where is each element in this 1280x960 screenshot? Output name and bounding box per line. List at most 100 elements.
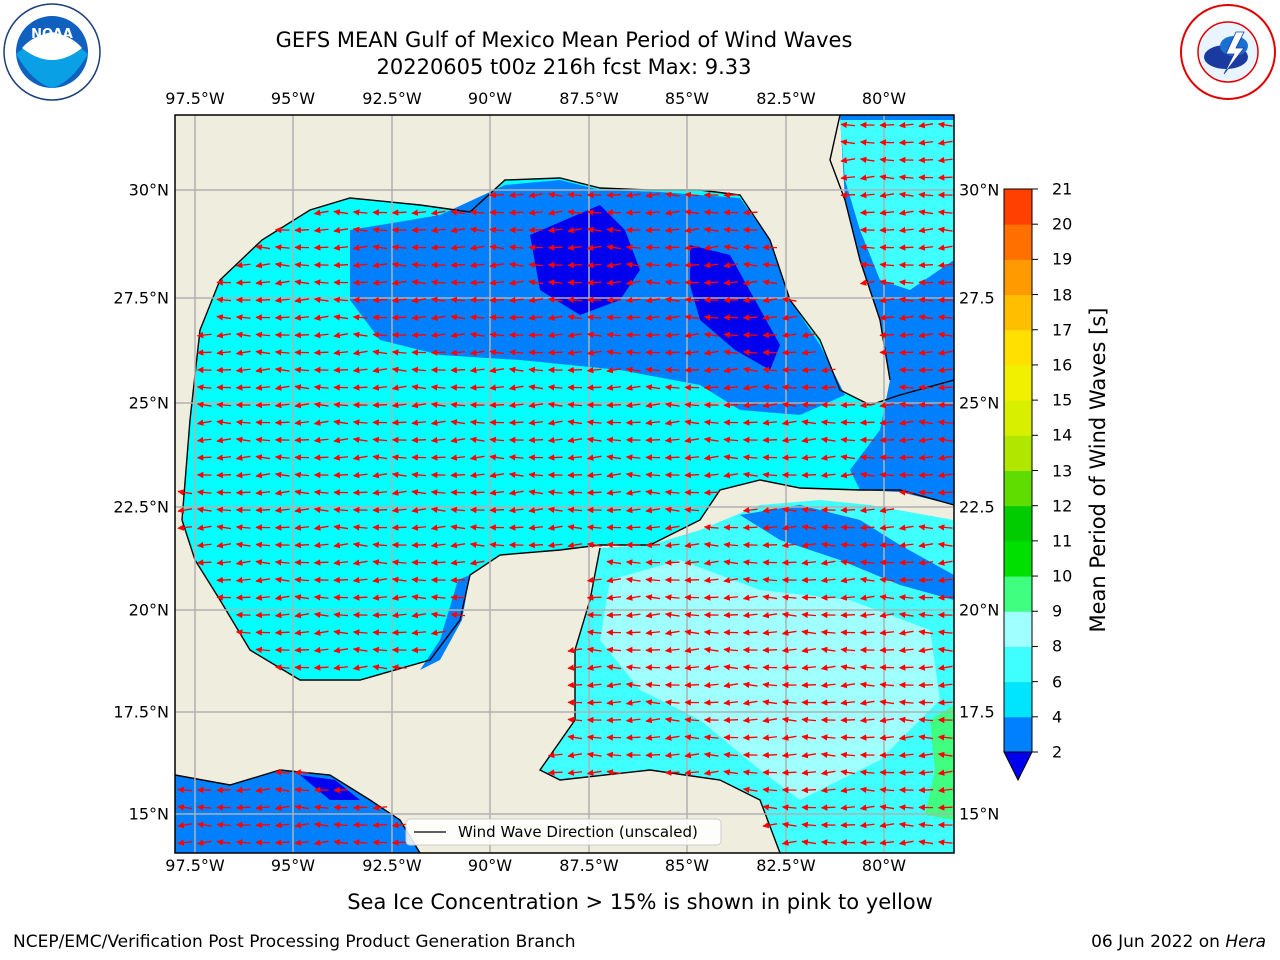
wave-arrow xyxy=(294,331,310,339)
wave-arrow xyxy=(703,751,719,759)
wave-arrow xyxy=(411,279,427,286)
wave-arrow xyxy=(489,191,505,199)
wave-arrow xyxy=(898,699,914,706)
wave-arrow xyxy=(742,209,758,216)
wave-arrow xyxy=(567,401,583,409)
wave-arrow xyxy=(859,821,875,829)
wave-arrow xyxy=(840,646,856,654)
wave-arrow xyxy=(859,699,875,706)
wave-arrow xyxy=(840,174,856,181)
wave-arrow xyxy=(859,681,875,689)
wave-arrow xyxy=(742,366,758,374)
wave-arrow xyxy=(352,524,368,531)
wave-arrow xyxy=(801,559,817,566)
wave-arrow xyxy=(391,506,407,514)
wave-arrow xyxy=(664,296,680,304)
wave-arrow xyxy=(684,647,700,654)
wave-arrow xyxy=(703,681,719,689)
wave-arrow xyxy=(762,471,778,479)
wave-arrow xyxy=(840,121,856,129)
wave-arrow xyxy=(586,541,602,549)
colorbar-tick-label: 8 xyxy=(1052,636,1063,656)
wave-arrow xyxy=(606,331,622,339)
colorbar-segment xyxy=(1004,294,1032,331)
lon-tick: 82.5°W xyxy=(756,856,816,875)
wave-arrow xyxy=(528,384,544,391)
wave-arrow xyxy=(625,366,641,374)
wave-arrow xyxy=(333,419,349,426)
wave-arrow xyxy=(216,576,232,584)
wave-direction-legend: Wind Wave Direction (unscaled) xyxy=(405,818,722,846)
wave-arrow xyxy=(645,192,661,199)
wave-arrow xyxy=(937,209,953,216)
wave-arrow xyxy=(723,664,739,671)
wave-arrow xyxy=(508,401,524,409)
wave-arrow xyxy=(742,401,758,409)
wave-arrow xyxy=(762,384,778,391)
wave-arrow xyxy=(430,384,446,391)
wave-arrow xyxy=(879,419,895,426)
wave-arrow xyxy=(528,507,544,514)
wave-arrow xyxy=(937,681,953,689)
colorbar-tick-label: 18 xyxy=(1052,285,1073,305)
wave-arrow xyxy=(820,664,836,671)
wave-arrow xyxy=(606,401,622,409)
wave-arrow xyxy=(859,191,875,199)
wave-arrow xyxy=(703,541,719,549)
lat-tick: 30°N xyxy=(959,180,1000,200)
wave-arrow xyxy=(411,384,427,391)
wave-arrow xyxy=(918,716,934,724)
wave-arrow xyxy=(664,436,680,444)
wave-arrow xyxy=(528,471,544,479)
wave-arrow xyxy=(294,489,310,496)
wave-arrow xyxy=(781,716,797,724)
wave-arrow xyxy=(528,541,544,549)
wave-arrow xyxy=(684,576,700,584)
wave-arrow xyxy=(489,472,505,479)
wave-arrow xyxy=(879,717,895,724)
wave-arrow xyxy=(606,454,622,461)
wave-arrow xyxy=(840,804,856,811)
wave-arrow xyxy=(664,489,680,496)
wave-arrow xyxy=(430,314,446,321)
wave-arrow xyxy=(937,349,953,356)
wave-arrow xyxy=(411,436,427,444)
wave-arrow xyxy=(586,594,602,601)
wave-arrow xyxy=(762,331,778,339)
wave-arrow xyxy=(762,612,778,619)
wave-arrow xyxy=(918,559,934,566)
wave-arrow xyxy=(333,506,349,514)
wave-arrow xyxy=(645,279,661,286)
wave-arrow xyxy=(450,261,466,269)
colorbar-segment xyxy=(1004,400,1032,436)
lat-tick: 30°N xyxy=(128,180,169,200)
wave-arrow xyxy=(879,402,895,409)
wave-arrow xyxy=(294,436,310,444)
colorbar-segment xyxy=(1004,364,1032,401)
wave-arrow xyxy=(567,261,583,269)
wave-arrow xyxy=(547,436,563,444)
wave-arrow xyxy=(567,524,583,531)
wave-arrow xyxy=(255,594,271,601)
wave-arrow xyxy=(742,699,758,706)
wave-arrow xyxy=(879,751,895,759)
wave-arrow xyxy=(469,261,485,269)
wave-arrow xyxy=(430,436,446,444)
wave-arrow xyxy=(313,331,329,339)
lon-tick: 80°W xyxy=(861,89,907,108)
wave-arrow xyxy=(606,541,622,549)
wave-arrow xyxy=(274,611,290,619)
wave-arrow xyxy=(508,524,524,531)
wave-arrow xyxy=(781,419,797,426)
wave-arrow xyxy=(177,507,193,514)
wave-arrow xyxy=(586,279,602,286)
wave-arrow xyxy=(528,279,544,286)
wave-arrow xyxy=(625,594,641,601)
wave-arrow xyxy=(723,769,739,776)
wave-arrow xyxy=(703,384,719,391)
wave-arrow xyxy=(898,314,914,321)
wave-arrow xyxy=(859,506,875,514)
wave-arrow xyxy=(918,296,934,304)
wave-arrow xyxy=(723,226,739,234)
